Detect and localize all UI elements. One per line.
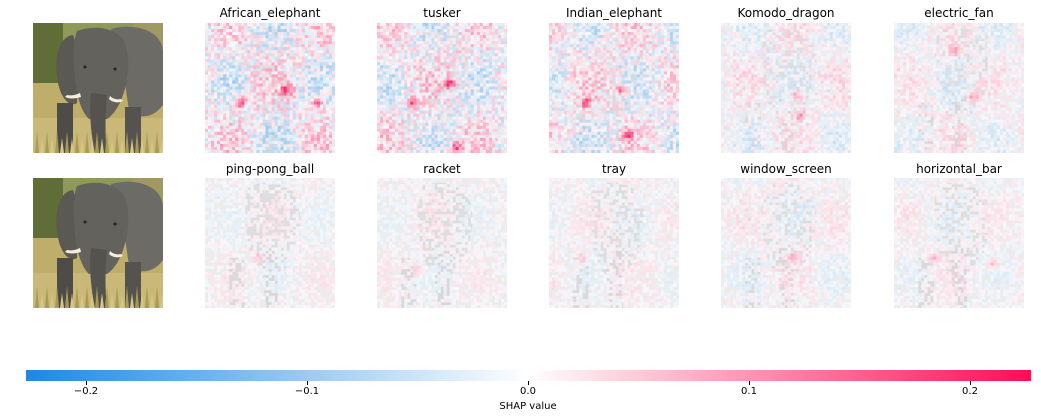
heatmap-electric-fan: [894, 23, 1024, 153]
heatmap-indian-elephant: [549, 23, 679, 153]
colorbar-tick: [86, 381, 87, 385]
heatmap-tray-svg: [549, 178, 679, 308]
elephant-photo: [33, 23, 163, 153]
input-image-row-1: [33, 23, 163, 153]
colorbar-tick-label: 0.1: [741, 386, 757, 397]
colorbar-tick: [749, 381, 750, 385]
heatmap-racket-svg: [377, 178, 507, 308]
heatmap-ping-pong-ball-svg: [205, 178, 335, 308]
heatmap-tusker: [377, 23, 507, 153]
heatmap-title-racket: racket: [423, 162, 461, 176]
heatmap-racket: [377, 178, 507, 308]
heatmap-title-tray: tray: [601, 162, 627, 176]
heatmap-title-window-screen: window_screen: [740, 162, 832, 176]
heatmap-komodo-dragon: [721, 23, 851, 153]
heatmap-title-indian-elephant: Indian_elephant: [565, 6, 663, 20]
heatmap-ping-pong-ball: [205, 178, 335, 308]
colorbar-label: SHAP value: [499, 401, 557, 412]
colorbar-tick: [528, 381, 529, 385]
heatmap-komodo-dragon-svg: [721, 23, 851, 153]
elephant-photo: [33, 178, 163, 308]
heatmap-tray: [549, 178, 679, 308]
heatmap-indian-elephant-svg: [549, 23, 679, 153]
heatmap-window-screen: [721, 178, 851, 308]
shap-colorbar: [26, 370, 1031, 381]
input-image-row-2: [33, 178, 163, 308]
heatmap-title-african-elephant: African_elephant: [219, 6, 321, 20]
heatmap-window-screen-svg: [721, 178, 851, 308]
heatmap-african-elephant-svg: [205, 23, 335, 153]
heatmap-title-electric-fan: electric_fan: [924, 6, 994, 20]
colorbar-tick-label: 0.2: [962, 386, 978, 397]
heatmap-horizontal-bar-svg: [894, 178, 1024, 308]
colorbar-tick-label: −0.1: [294, 386, 320, 397]
colorbar-tick-label: −0.2: [73, 386, 99, 397]
colorbar-tick-label: 0.0: [520, 386, 536, 397]
heatmap-horizontal-bar: [894, 178, 1024, 308]
heatmap-tusker-svg: [377, 23, 507, 153]
heatmap-title-komodo-dragon: Komodo_dragon: [737, 6, 835, 20]
heatmap-title-tusker: tusker: [423, 6, 461, 20]
heatmap-african-elephant: [205, 23, 335, 153]
colorbar-tick: [307, 381, 308, 385]
heatmap-title-ping-pong-ball: ping-pong_ball: [225, 162, 315, 176]
heatmap-title-horizontal-bar: horizontal_bar: [916, 162, 1002, 176]
colorbar-tick: [970, 381, 971, 385]
heatmap-electric-fan-svg: [894, 23, 1024, 153]
